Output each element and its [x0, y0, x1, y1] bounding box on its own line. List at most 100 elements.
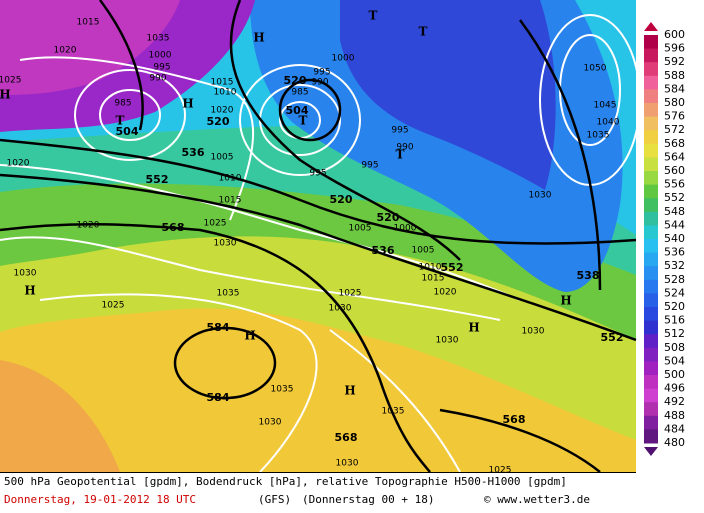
isobar-label: 1000 [149, 51, 172, 61]
colorbar-swatch [644, 171, 658, 186]
colorbar-swatch [644, 198, 658, 213]
isobar-label: 1030 [336, 459, 359, 469]
isobar-label: 1005 [211, 153, 234, 163]
colorbar-swatch [644, 157, 658, 172]
colorbar-swatch [644, 225, 658, 240]
isobar-label: 1010 [419, 263, 442, 273]
pressure-center: H [24, 284, 35, 298]
caption-box [0, 472, 704, 513]
colorbar-label: 544 [664, 218, 685, 231]
pressure-center: H [244, 329, 255, 343]
isobar-label: 1035 [217, 289, 240, 299]
colorbar-label: 552 [664, 191, 685, 204]
isobar-label: 1025 [0, 76, 21, 86]
isobar-label: 1020 [211, 106, 234, 116]
isobar-label: 995 [361, 161, 378, 171]
isobar-label: 1015 [422, 274, 445, 284]
colorbar-swatch [644, 62, 658, 77]
colorbar-label: 532 [664, 259, 685, 272]
isobar-label: 1030 [14, 269, 37, 279]
colorbar-label: 512 [664, 327, 685, 340]
colorbar-swatch [644, 388, 658, 403]
colorbar-label: 492 [664, 395, 685, 408]
geopotential-label: 520 [207, 115, 230, 128]
isobar-label: 995 [391, 126, 408, 136]
geopotential-label: 538 [577, 269, 600, 282]
isobar-label: 1000 [394, 224, 417, 234]
isobar-label: 995 [309, 169, 326, 179]
colorbar-label: 480 [664, 436, 685, 449]
geopotential-label: 568 [335, 431, 358, 444]
isobar-label: 990 [311, 78, 328, 88]
colorbar-label: 584 [664, 82, 685, 95]
colorbar-arrow-bottom [644, 447, 658, 456]
geopotential-label: 568 [503, 413, 526, 426]
pressure-center: T [396, 148, 405, 162]
geopotential-label: 520 [377, 211, 400, 224]
isobar-label: 1020 [434, 288, 457, 298]
colorbar-label: 592 [664, 55, 685, 68]
colorbar-swatch [644, 320, 658, 335]
caption-date: Donnerstag, 19-01-2012 18 UTC [4, 493, 196, 506]
isobar-label: 1030 [214, 239, 237, 249]
isobar-label: 1010 [214, 88, 237, 98]
geopotential-label: 504 [286, 104, 309, 117]
colorbar-swatch [644, 266, 658, 281]
geopotential-label: 504 [116, 125, 139, 138]
colorbar-label: 508 [664, 341, 685, 354]
colorbar-swatch [644, 334, 658, 349]
map [0, 0, 641, 473]
geopotential-label: 568 [162, 221, 185, 234]
isobar-label: 990 [149, 74, 166, 84]
isobars [0, 14, 641, 473]
colorbar-label: 516 [664, 314, 685, 327]
geopotential-label: 552 [146, 173, 169, 186]
colorbar-label: 548 [664, 205, 685, 218]
colorbar-swatch [644, 361, 658, 376]
colorbar-label: 540 [664, 232, 685, 245]
geopotential-label: 536 [372, 244, 395, 257]
colorbar-label: 520 [664, 300, 685, 313]
isobar-label: 1030 [529, 191, 552, 201]
isobar-label: 1025 [489, 466, 512, 476]
warm-region [0, 360, 120, 472]
colorbar-label: 496 [664, 382, 685, 395]
isobar-label: 1035 [382, 407, 405, 417]
colorbar-swatch [644, 293, 658, 308]
colorbar-label: 568 [664, 137, 685, 150]
colorbar-swatch [644, 89, 658, 104]
pressure-center: H [344, 384, 355, 398]
colorbar-swatch [644, 279, 658, 294]
colorbar-label: 536 [664, 246, 685, 259]
isobar-label: 995 [313, 68, 330, 78]
isobar-label: 1025 [204, 219, 227, 229]
geopotential-label: 536 [182, 146, 205, 159]
colorbar-arrow-top [644, 22, 658, 31]
geopotential-lines [0, 0, 637, 473]
isobar-label: 1015 [219, 196, 242, 206]
colorbar-label: 572 [664, 123, 685, 136]
colorbar-swatch [644, 143, 658, 158]
colorbar-swatch [644, 211, 658, 226]
colorbar-label: 504 [664, 354, 685, 367]
isobar-label: 1040 [597, 118, 620, 128]
colorbar-label: 556 [664, 178, 685, 191]
isobar-label: 1025 [102, 301, 125, 311]
colorbar-swatch [644, 375, 658, 390]
isobar-label: 1035 [271, 385, 294, 395]
geopotential-label: 520 [284, 74, 307, 87]
colorbar-swatch [644, 415, 658, 430]
colorbar-label: 596 [664, 42, 685, 55]
colorbar-label: 560 [664, 164, 685, 177]
isobar-label: 1030 [436, 336, 459, 346]
colorbar-swatch [644, 75, 658, 90]
colorbar-swatch [644, 35, 658, 50]
colorbar-label: 564 [664, 150, 685, 163]
colorbar-label: 488 [664, 409, 685, 422]
isobar-label: 1025 [339, 289, 362, 299]
colorbar-swatch [644, 347, 658, 362]
pressure-center: H [182, 97, 193, 111]
geopotential-label: 520 [330, 193, 353, 206]
isobar-label: 990 [396, 143, 413, 153]
geopotential-label: 552 [441, 261, 464, 274]
